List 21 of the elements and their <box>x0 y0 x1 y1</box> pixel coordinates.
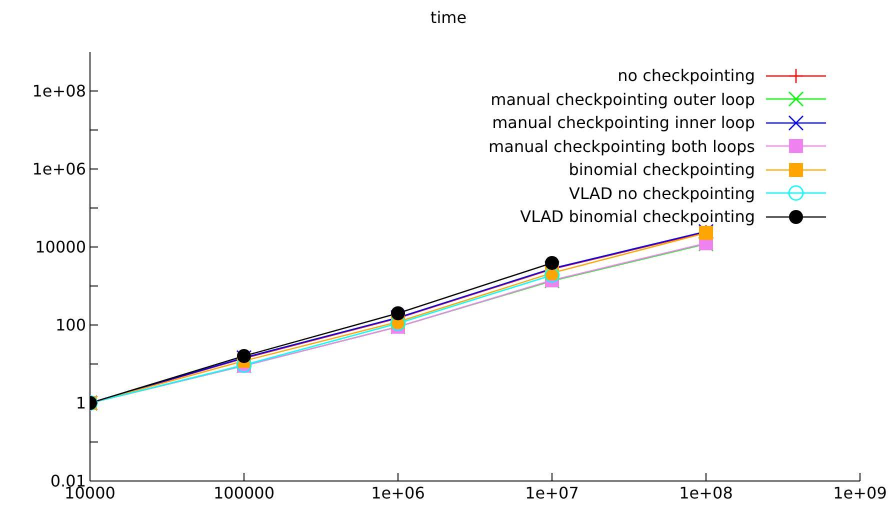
legend-label: VLAD no checkpointing <box>569 184 755 203</box>
y-tick-label: 1e+06 <box>32 160 86 179</box>
legend-label: VLAD binomial checkpointing <box>520 207 755 226</box>
legend-label: manual checkpointing both loops <box>488 136 755 156</box>
x-tick-label: 1e+09 <box>833 483 887 502</box>
legend-label: manual checkpointing inner loop <box>492 113 755 132</box>
point <box>544 267 560 283</box>
point <box>545 256 559 270</box>
x-tick-label: 1e+06 <box>371 483 425 502</box>
legend-label: manual checkpointing outer loop <box>490 90 755 109</box>
x-tick-label: 100000 <box>213 483 275 502</box>
y-tick-label: 1 <box>76 394 86 413</box>
legend-label: binomial checkpointing <box>568 160 755 180</box>
legend-label: no checkpointing <box>618 66 755 86</box>
chart-title: time <box>429 8 468 27</box>
y-tick-label: 10000 <box>35 238 86 257</box>
y-tick-label: 1e+08 <box>32 82 86 101</box>
x-tick-label: 1e+07 <box>525 483 579 502</box>
x-tick-label: 1e+08 <box>679 483 733 502</box>
y-tick-label: 100 <box>55 316 86 335</box>
point <box>391 306 405 320</box>
